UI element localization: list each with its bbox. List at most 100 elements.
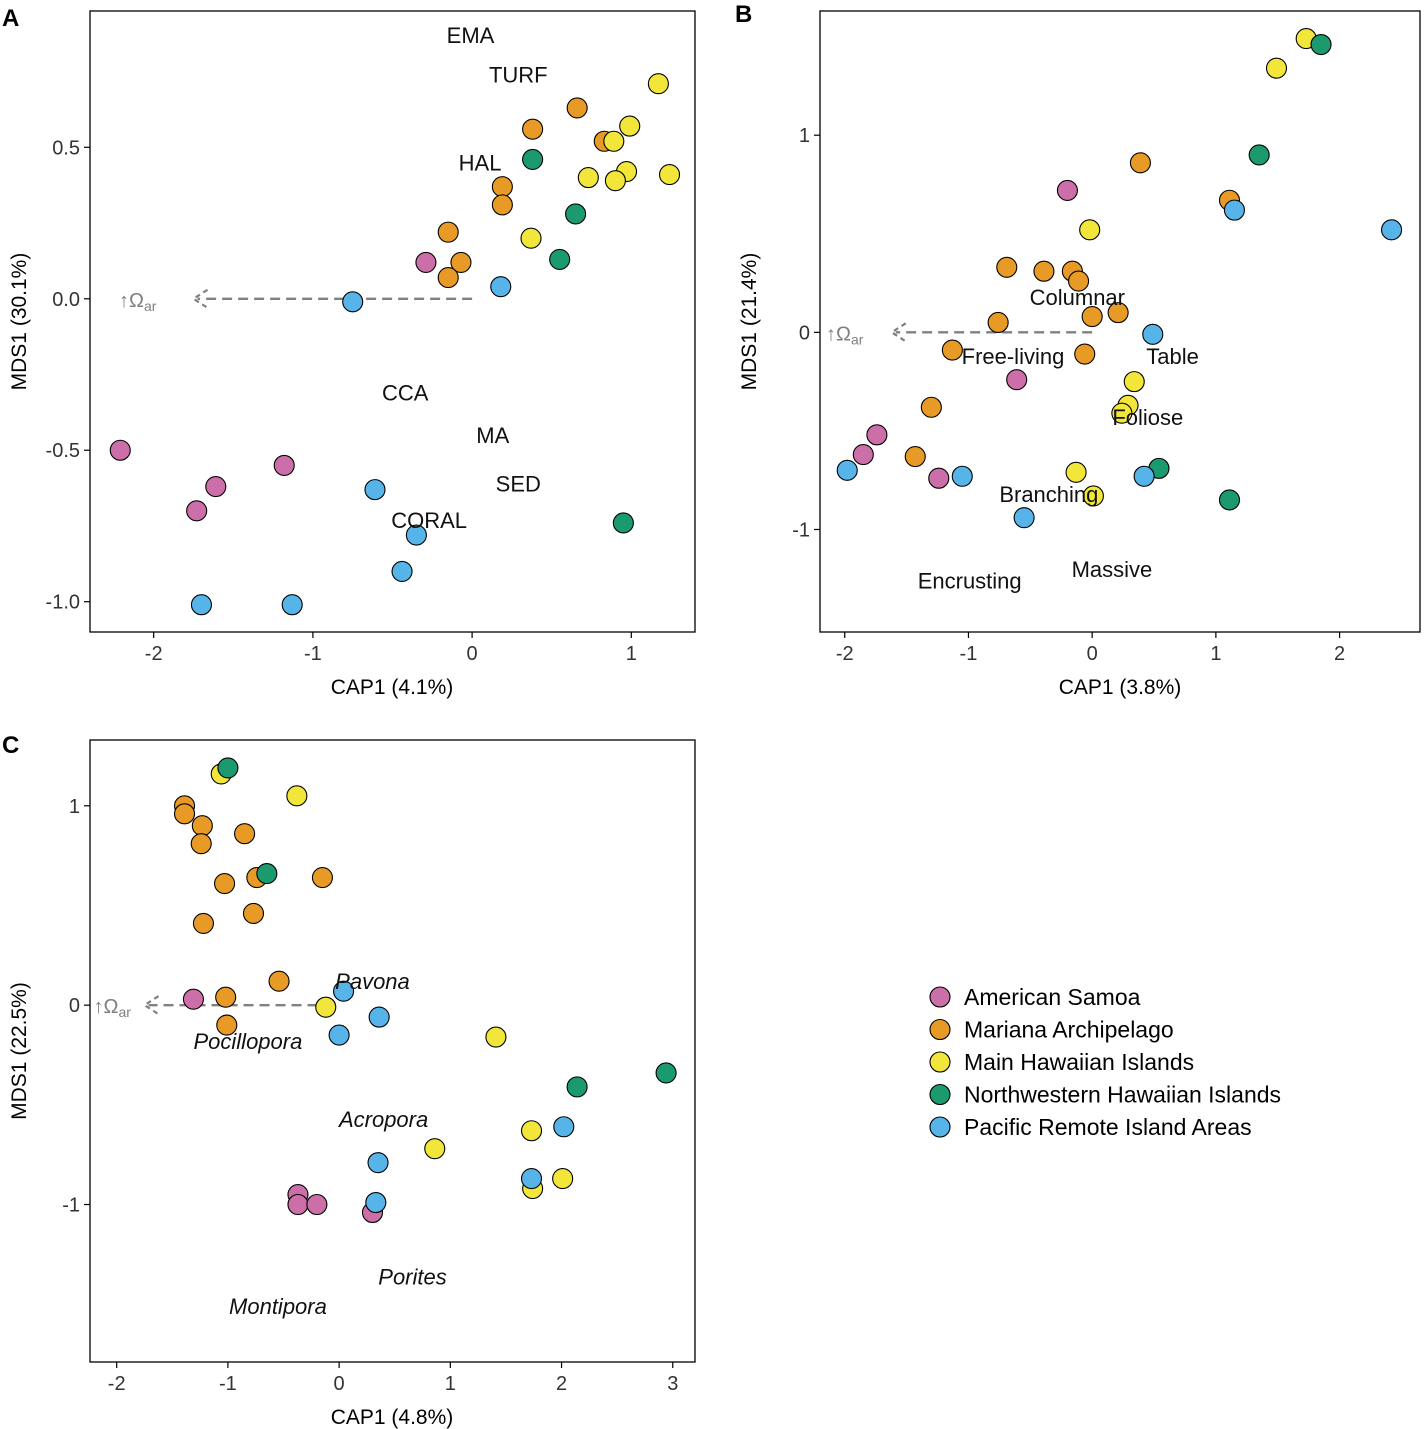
legend-swatch-american-samoa (929, 986, 951, 1008)
data-point-main-hawaiian (520, 1120, 543, 1142)
data-point-main-hawaiian (552, 1168, 574, 1190)
panel-c-y-tick-label: 0 (69, 995, 80, 1017)
omega-label-subscript: ar (118, 1004, 131, 1020)
data-point-american-samoa (109, 439, 131, 461)
data-point-pria (391, 560, 413, 582)
data-point-main-hawaiian (286, 785, 308, 807)
panel-c-plot: -2 -1 0 1 2 3 1 0 -1 CAP1 (4.8%) MDS1 (22.5%) ↑Ωar P… (8, 739, 696, 1429)
panel-a-y-tick-label: 0.5 (52, 137, 80, 159)
legend-label-american-samoa: American Samoa (964, 984, 1141, 1010)
panel-b-omega-label: ↑Ωar (826, 323, 864, 347)
panel-c-y-axis-title: MDS1 (22.5%) (8, 982, 31, 1120)
data-point-pria (1142, 323, 1164, 345)
data-point-main-hawaiian (1123, 371, 1145, 393)
data-point-mariana (1074, 343, 1096, 365)
data-point-mariana (920, 396, 942, 418)
panel-c-x-tick-label: -2 (108, 1373, 126, 1395)
panel-b-annotation-table: Table (1146, 344, 1199, 369)
legend-label-pria: Pacific Remote Island Areas (964, 1114, 1252, 1140)
data-point-mariana (491, 194, 513, 216)
panel-a-y-axis-title: MDS1 (30.1%) (8, 253, 31, 391)
data-point-mariana (214, 872, 236, 895)
data-point-american-samoa (273, 454, 295, 476)
data-point-american-samoa (928, 467, 950, 489)
data-point-pria (367, 1152, 389, 1174)
panel-b-frame (819, 10, 1421, 633)
data-point-pria (190, 594, 212, 616)
data-point-nw-hawaiian (217, 757, 239, 779)
panel-a-x-tick-label: -2 (145, 643, 163, 665)
data-point-nw-hawaiian (655, 1062, 677, 1084)
panel-a-x-axis-title: CAP1 (4.1%) (331, 676, 454, 699)
panel-b-x-axis-title: CAP1 (3.8%) (1059, 676, 1182, 699)
data-point-american-samoa (852, 444, 874, 466)
panel-a-annotation-cca: CCA (382, 381, 429, 406)
panel-c-series-main-hawaiian (210, 763, 574, 1200)
panel-b-annotation-massive: Massive (1072, 557, 1153, 582)
data-point-pria (342, 291, 364, 313)
data-point-main-hawaiian (604, 170, 626, 192)
panel-letter-a: A (2, 5, 19, 32)
panel-a-series-pria (190, 276, 512, 616)
panel-c-omega-arrowhead (142, 995, 160, 1016)
data-point-mariana (1081, 306, 1103, 328)
data-point-american-samoa (1006, 369, 1028, 391)
data-point-american-samoa (306, 1193, 328, 1216)
panel-b-x-tick-label: -2 (836, 643, 854, 665)
panel-c-annotation-montipora: Montipora (229, 1294, 327, 1319)
panel-b-annotation-foliose: Foliose (1112, 405, 1183, 430)
panel-c-annotation-pocillopora: Pocillopora (194, 1029, 303, 1054)
panel-c-series-nw-hawaiian (217, 757, 677, 1098)
omega-label-main: ↑Ω (119, 290, 144, 312)
data-point-mariana (1129, 152, 1151, 174)
omega-label-main: ↑Ω (826, 323, 851, 345)
panel-c-annotation-acropora: Acropora (337, 1107, 428, 1132)
panel-c-x-axis-title: CAP1 (4.8%) (331, 1406, 454, 1429)
legend-label-nw-hawaiian: Northwestern Hawaiian Islands (964, 1082, 1281, 1108)
data-point-mariana (941, 339, 963, 361)
data-point-pria (281, 594, 303, 616)
panel-a-x-tick-label: 1 (626, 643, 637, 665)
panel-c-annotation-pavona: Pavona (335, 969, 410, 994)
panel-b-y-tick-label: -1 (792, 519, 810, 541)
data-point-main-hawaiian (485, 1026, 507, 1048)
data-point-pria (364, 479, 386, 501)
data-point-nw-hawaiian (566, 1076, 588, 1098)
data-point-main-hawaiian (1111, 402, 1133, 424)
data-point-main-hawaiian (1082, 485, 1104, 507)
omega-label-main: ↑Ω (94, 996, 119, 1018)
data-point-mariana (268, 970, 290, 992)
data-point-pria (1223, 199, 1245, 221)
data-point-mariana (173, 803, 196, 825)
data-point-mariana (996, 256, 1018, 278)
data-point-main-hawaiian (520, 227, 542, 249)
panel-c-series-mariana (173, 795, 333, 1036)
panel-b-series-mariana (904, 152, 1241, 468)
data-point-mariana (1107, 302, 1129, 324)
legend-swatch-mariana (929, 1018, 951, 1041)
data-point-pria (328, 1024, 350, 1046)
data-point-nw-hawaiian (256, 863, 278, 885)
data-point-mariana (522, 118, 544, 140)
panel-letter-c: C (2, 732, 19, 759)
panel-a-annotation-ema: EMA (447, 23, 495, 48)
panel-a-annotation-turf: TURF (489, 63, 548, 88)
panel-b-series-pria (836, 199, 1403, 529)
panel-c-series-pria (328, 980, 575, 1214)
data-point-main-hawaiian (424, 1138, 446, 1160)
data-point-pria (1380, 219, 1403, 241)
panel-c-annotation-porites: Porites (378, 1264, 446, 1289)
panel-c-y-tick-label: -1 (62, 1195, 80, 1217)
data-point-nw-hawaiian (549, 248, 571, 270)
panel-c-omega-label: ↑Ωar (94, 996, 132, 1020)
panel-a-y-tick-label: -0.5 (46, 440, 80, 462)
data-point-mariana (192, 912, 214, 934)
panel-a-annotation-hal: HAL (459, 150, 502, 175)
data-point-pria (1133, 465, 1155, 487)
data-point-main-hawaiian (577, 167, 599, 189)
data-point-mariana (904, 445, 926, 468)
data-point-american-samoa (1056, 179, 1078, 201)
panel-b: B -2 -1 0 1 2 1 0 -1 CAP1 (3.8%) MDS1 (21.4%) ↑Ωar… (735, 1, 1421, 699)
legend-swatch-main-hawaiian (929, 1051, 951, 1073)
